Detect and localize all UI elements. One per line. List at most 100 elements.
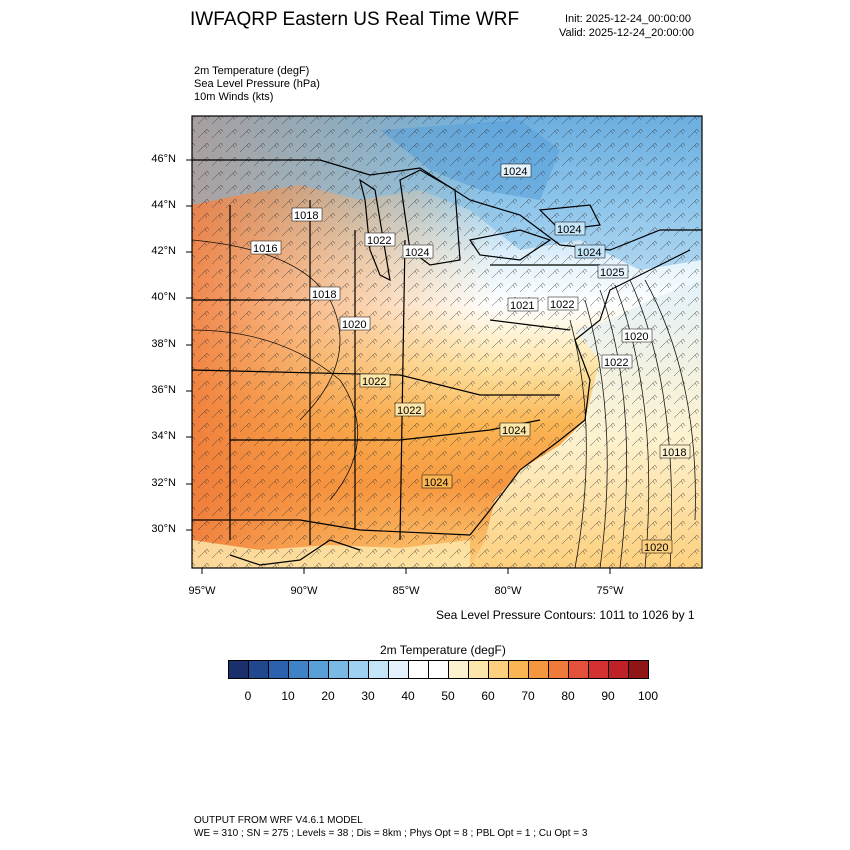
map-frame (191, 115, 703, 569)
svg-text:1018: 1018 (312, 289, 336, 301)
colorbar-swatch (529, 661, 549, 678)
colorbar-swatch (609, 661, 629, 678)
field-label-winds: 10m Winds (kts) (194, 91, 274, 103)
colorbar-swatch (369, 661, 389, 678)
lat-label: 42°N (151, 245, 176, 257)
colorbar-swatch (549, 661, 569, 678)
colorbar-swatch (349, 661, 369, 678)
axis-ticks (186, 159, 611, 574)
field-label-temperature: 2m Temperature (degF) (194, 65, 310, 77)
colorbar-tick: 100 (637, 689, 659, 703)
colorbar-swatch (629, 661, 648, 678)
pressure-label: 1024 (500, 163, 532, 178)
lat-label: 30°N (151, 523, 176, 535)
colorbar-tick: 0 (244, 689, 252, 703)
svg-text:1022: 1022 (550, 299, 574, 311)
lon-label: 75°W (596, 585, 624, 597)
pressure-label: 1024 (402, 244, 434, 259)
svg-text:1018: 1018 (662, 447, 686, 459)
lat-label: 46°N (151, 153, 176, 165)
lat-label: 36°N (151, 384, 176, 396)
lat-label: 32°N (151, 477, 176, 489)
pressure-label: 1020 (621, 328, 653, 343)
pressure-label: 1021 (507, 297, 539, 312)
colorbar-swatch (449, 661, 469, 678)
pressure-labels: 1024 1018 1022 1024 1016 1024 1024 1025 … (250, 163, 691, 554)
lat-label: 40°N (151, 291, 176, 303)
svg-text:1020: 1020 (342, 319, 366, 331)
pressure-label: 1020 (641, 539, 673, 554)
svg-text:1024: 1024 (405, 247, 429, 259)
pressure-label: 1018 (291, 207, 323, 222)
init-time: Init: 2025-12-24_00:00:00 (565, 13, 691, 25)
pressure-label: 1020 (339, 316, 371, 331)
colorbar-swatch (389, 661, 409, 678)
svg-text:1025: 1025 (600, 267, 624, 279)
colorbar-swatch (429, 661, 449, 678)
pressure-label: 1024 (554, 221, 586, 236)
colorbar-swatch (469, 661, 489, 678)
contour-note: Sea Level Pressure Contours: 1011 to 102… (436, 608, 695, 622)
svg-text:1024: 1024 (577, 247, 601, 259)
valid-time: Valid: 2025-12-24_20:00:00 (559, 27, 694, 39)
colorbar-swatch (229, 661, 249, 678)
colorbar-title: 2m Temperature (degF) (380, 643, 506, 657)
svg-text:1018: 1018 (294, 210, 318, 222)
pressure-label: 1022 (364, 232, 396, 247)
pressure-label: 1024 (499, 422, 531, 437)
svg-text:1016: 1016 (253, 243, 277, 255)
field-label-pressure: Sea Level Pressure (hPa) (194, 78, 320, 90)
lat-label: 44°N (151, 199, 176, 211)
pressure-label: 1022 (359, 373, 391, 388)
map-title: IWFAQRP Eastern US Real Time WRF (190, 9, 520, 30)
colorbar-swatch (269, 661, 289, 678)
colorbar-tick: 80 (561, 689, 575, 703)
lon-label: 95°W (188, 585, 216, 597)
pressure-label-text: 1024 (503, 166, 527, 178)
map-plot-area (191, 116, 702, 569)
svg-text:1020: 1020 (644, 542, 668, 554)
colorbar-tick: 90 (601, 689, 615, 703)
svg-text:1024: 1024 (424, 477, 448, 489)
svg-text:1022: 1022 (604, 357, 628, 369)
colorbar-tick: 50 (441, 689, 455, 703)
svg-text:1022: 1022 (362, 376, 386, 388)
svg-text:1020: 1020 (624, 331, 648, 343)
svg-text:1024: 1024 (502, 425, 526, 437)
pressure-label: 1024 (421, 474, 453, 489)
colorbar-swatch (569, 661, 589, 678)
footer-config: WE = 310 ; SN = 275 ; Levels = 38 ; Dis … (194, 828, 588, 839)
pressure-label: 1024 (574, 244, 606, 259)
colorbar-tick: 70 (521, 689, 535, 703)
colorbar-tick: 40 (401, 689, 415, 703)
pressure-label: 1025 (597, 264, 629, 279)
colorbar-tick: 10 (281, 689, 295, 703)
svg-text:1022: 1022 (397, 405, 421, 417)
colorbar-swatch (249, 661, 269, 678)
colorbar-swatch (489, 661, 509, 678)
colorbar-swatch (309, 661, 329, 678)
svg-text:1024: 1024 (557, 224, 581, 236)
colorbar-swatch (329, 661, 349, 678)
lon-label: 80°W (494, 585, 522, 597)
pressure-label: 1022 (547, 296, 579, 311)
pressure-label: 1022 (394, 402, 426, 417)
colorbar (228, 660, 649, 679)
lat-label: 34°N (151, 430, 176, 442)
colorbar-swatch (509, 661, 529, 678)
colorbar-swatch (409, 661, 429, 678)
pressure-label: 1022 (601, 354, 633, 369)
svg-text:1021: 1021 (510, 300, 534, 312)
colorbar-tick: 20 (321, 689, 335, 703)
lon-label: 85°W (392, 585, 420, 597)
colorbar-swatch (289, 661, 309, 678)
footer-model: OUTPUT FROM WRF V4.6.1 MODEL (194, 815, 363, 826)
colorbar-tick: 60 (481, 689, 495, 703)
lon-label: 90°W (290, 585, 318, 597)
pressure-label: 1018 (659, 444, 691, 459)
pressure-label: 1016 (250, 240, 282, 255)
pressure-label: 1018 (309, 286, 341, 301)
colorbar-swatch (589, 661, 609, 678)
colorbar-tick: 30 (361, 689, 375, 703)
